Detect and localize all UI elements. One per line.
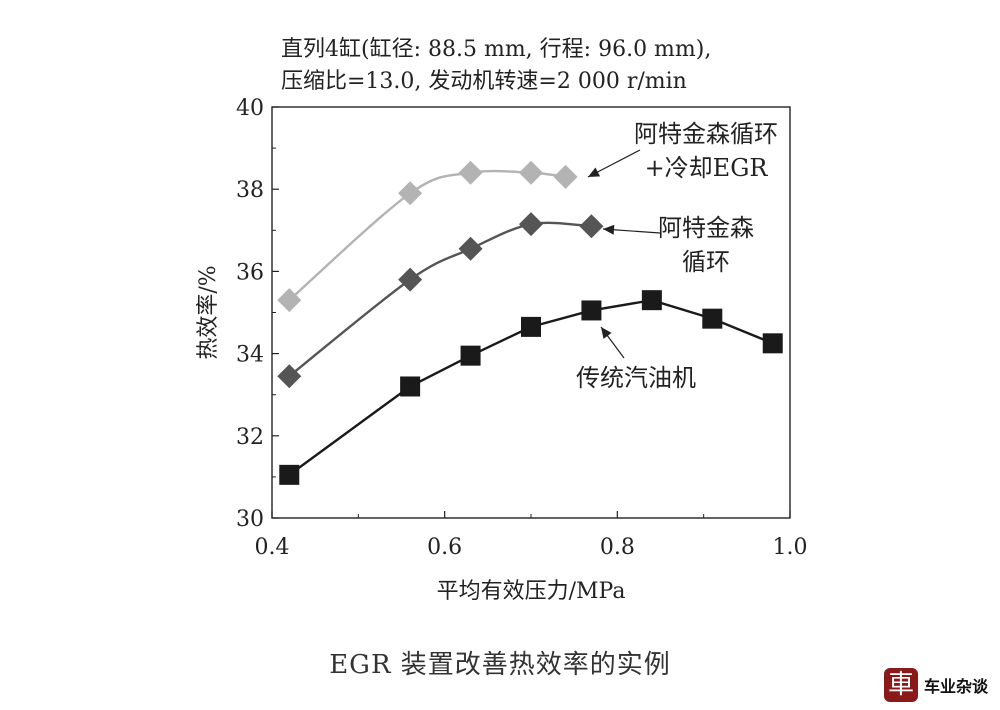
series-point-diamond [277,364,302,389]
series-annotation-label: 传统汽油机 [576,364,696,392]
series-point-diamond [458,236,483,261]
watermark-logo: 車 车业杂谈 [883,668,988,702]
series-point-square [762,333,783,354]
series-point-diamond [519,160,543,185]
watermark-text: 车业杂谈 [923,677,988,696]
series-line [288,221,592,378]
series-point-diamond [398,181,423,206]
y-tick-label: 38 [236,178,264,203]
y-tick-label: 30 [236,507,264,532]
series-point-square [460,345,481,366]
series-point-square [400,376,421,397]
series-point-diamond [277,288,302,313]
annotation-arrow-head [603,224,615,235]
figure-caption: EGR 装置改善热效率的实例 [329,650,671,680]
y-tick-label: 32 [236,425,264,450]
series-point-square [702,308,723,329]
x-tick-label: 1.0 [773,535,808,560]
series-point-square [581,300,602,321]
y-tick-label: 34 [236,343,264,368]
chart-svg: 直列4缸(缸径: 88.5 mm, 行程: 96.0 mm), 压缩比=13.0,… [196,37,808,604]
series-annotation-label: 循环 [682,248,730,276]
series-annotation-label: 阿特金森 [658,214,754,242]
series-point-square [521,316,541,337]
chart-subtitle-line: 直列4缸(缸径: 88.5 mm, 行程: 96.0 mm), [281,37,711,62]
series-line [288,169,566,302]
annotation-arrow-head [588,167,601,177]
annotation-arrow-head [601,327,612,339]
series-point-square [641,290,662,311]
x-tick-label: 0.8 [600,535,635,560]
x-tick-label: 0.4 [255,535,290,560]
series-annotation-label: 阿特金森循环 [634,120,778,148]
series-point-square [279,464,300,485]
series-point-diamond [458,160,483,185]
series-point-diamond [519,212,543,237]
series-annotation-label: +冷却EGR [645,154,769,182]
series-point-diamond [398,267,423,292]
series-line [288,298,774,476]
series-point-diamond [553,164,578,189]
x-tick-label: 0.6 [427,535,462,560]
watermark-seal: 車 [883,668,918,702]
series-point-diamond [579,214,604,239]
y-tick-label: 40 [236,96,264,121]
chart-subtitle-line: 压缩比=13.0, 发动机转速=2 000 r/min [281,69,687,94]
x-axis-label: 平均有效压力/MPa [437,579,626,604]
y-tick-label: 36 [236,260,264,285]
y-axis-label: 热效率/% [196,265,221,359]
